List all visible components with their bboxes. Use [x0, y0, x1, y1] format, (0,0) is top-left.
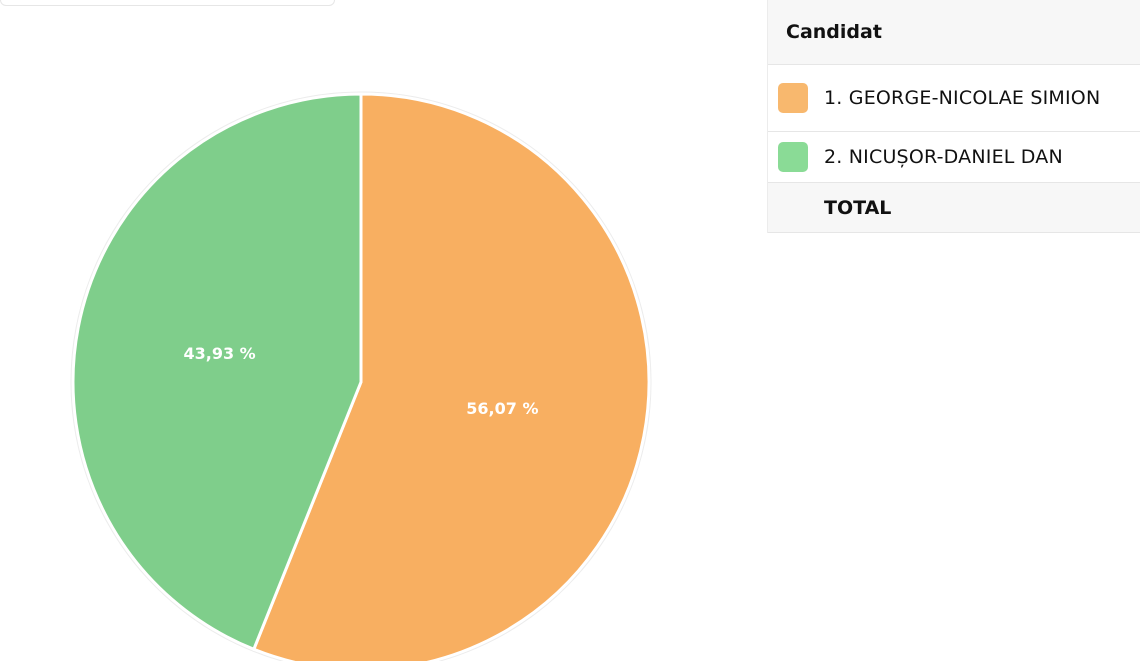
pie-slice-2[interactable]	[71, 92, 363, 651]
legend-swatch-dan	[778, 142, 808, 172]
legend-label-simion: 1. GEORGE-NICOLAE SIMION	[824, 87, 1101, 109]
pie-slice-1[interactable]	[252, 92, 651, 661]
legend-header: Candidat	[768, 0, 1140, 65]
pie-slice-labels: 56,07 % 43,93 %	[184, 344, 539, 418]
pie-slice-label-2: 43,93 %	[184, 344, 256, 363]
legend-label-dan: 2. NICUȘOR-DANIEL DAN	[824, 146, 1063, 168]
legend-total-row: TOTAL	[768, 183, 1140, 233]
legend-row-dan[interactable]: 2. NICUȘOR-DANIEL DAN	[768, 132, 1140, 183]
legend-row-simion[interactable]: 1. GEORGE-NICOLAE SIMION	[768, 65, 1140, 132]
pie-slices	[70, 91, 652, 661]
legend-swatch-simion	[778, 83, 808, 113]
legend-header-label: Candidat	[786, 21, 882, 43]
legend-table: Candidat 1. GEORGE-NICOLAE SIMION 2. NIC…	[767, 0, 1140, 233]
pie-chart: 56,07 % 43,93 %	[70, 91, 652, 661]
pie-slice-label-1: 56,07 %	[466, 399, 538, 418]
legend-total-label: TOTAL	[824, 196, 892, 219]
